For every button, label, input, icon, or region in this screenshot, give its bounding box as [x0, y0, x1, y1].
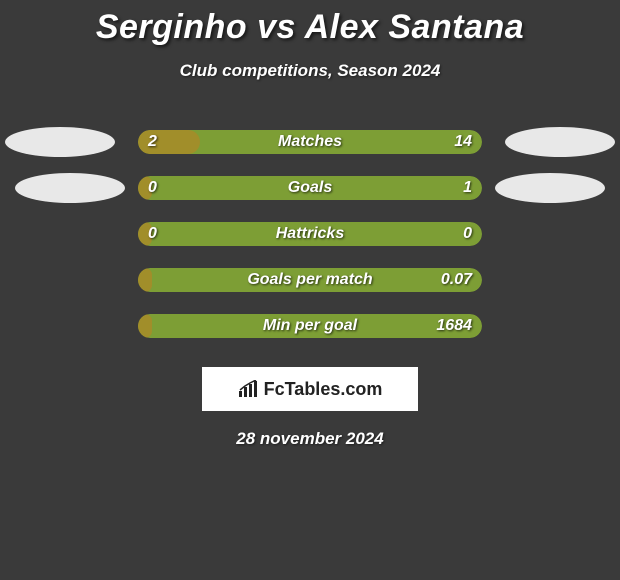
subtitle: Club competitions, Season 2024: [0, 61, 620, 81]
right-bar-fill: [138, 314, 482, 338]
page-title: Serginho vs Alex Santana: [0, 0, 620, 47]
right-bar-fill: [138, 222, 482, 246]
right-value: 14: [454, 130, 472, 154]
stat-row: 0.07Goals per match: [0, 257, 620, 303]
stat-row: 214Matches: [0, 119, 620, 165]
left-bar-fill: [138, 314, 152, 338]
logo: FcTables.com: [238, 379, 383, 400]
right-value: 1684: [436, 314, 472, 338]
right-ellipse: [495, 173, 605, 203]
right-bar-fill: [138, 268, 482, 292]
left-value: 0: [148, 176, 157, 200]
stat-bar: 214Matches: [138, 130, 482, 154]
stat-bar: 1684Min per goal: [138, 314, 482, 338]
stat-bar: 0.07Goals per match: [138, 268, 482, 292]
stat-bar: 00Hattricks: [138, 222, 482, 246]
logo-text: FcTables.com: [264, 379, 383, 400]
right-bar-fill: [138, 176, 482, 200]
right-value: 1: [463, 176, 472, 200]
stat-row: 1684Min per goal: [0, 303, 620, 349]
left-ellipse: [5, 127, 115, 157]
logo-box: FcTables.com: [202, 367, 418, 411]
right-ellipse: [505, 127, 615, 157]
stat-row: 01Goals: [0, 165, 620, 211]
comparison-chart: 214Matches01Goals00Hattricks0.07Goals pe…: [0, 119, 620, 349]
date-label: 28 november 2024: [0, 429, 620, 449]
right-value: 0.07: [441, 268, 472, 292]
left-value: 0: [148, 222, 157, 246]
left-value: 2: [148, 130, 157, 154]
stat-row: 00Hattricks: [0, 211, 620, 257]
right-value: 0: [463, 222, 472, 246]
bar-chart-icon: [238, 380, 260, 398]
left-bar-fill: [138, 268, 152, 292]
left-ellipse: [15, 173, 125, 203]
stat-bar: 01Goals: [138, 176, 482, 200]
